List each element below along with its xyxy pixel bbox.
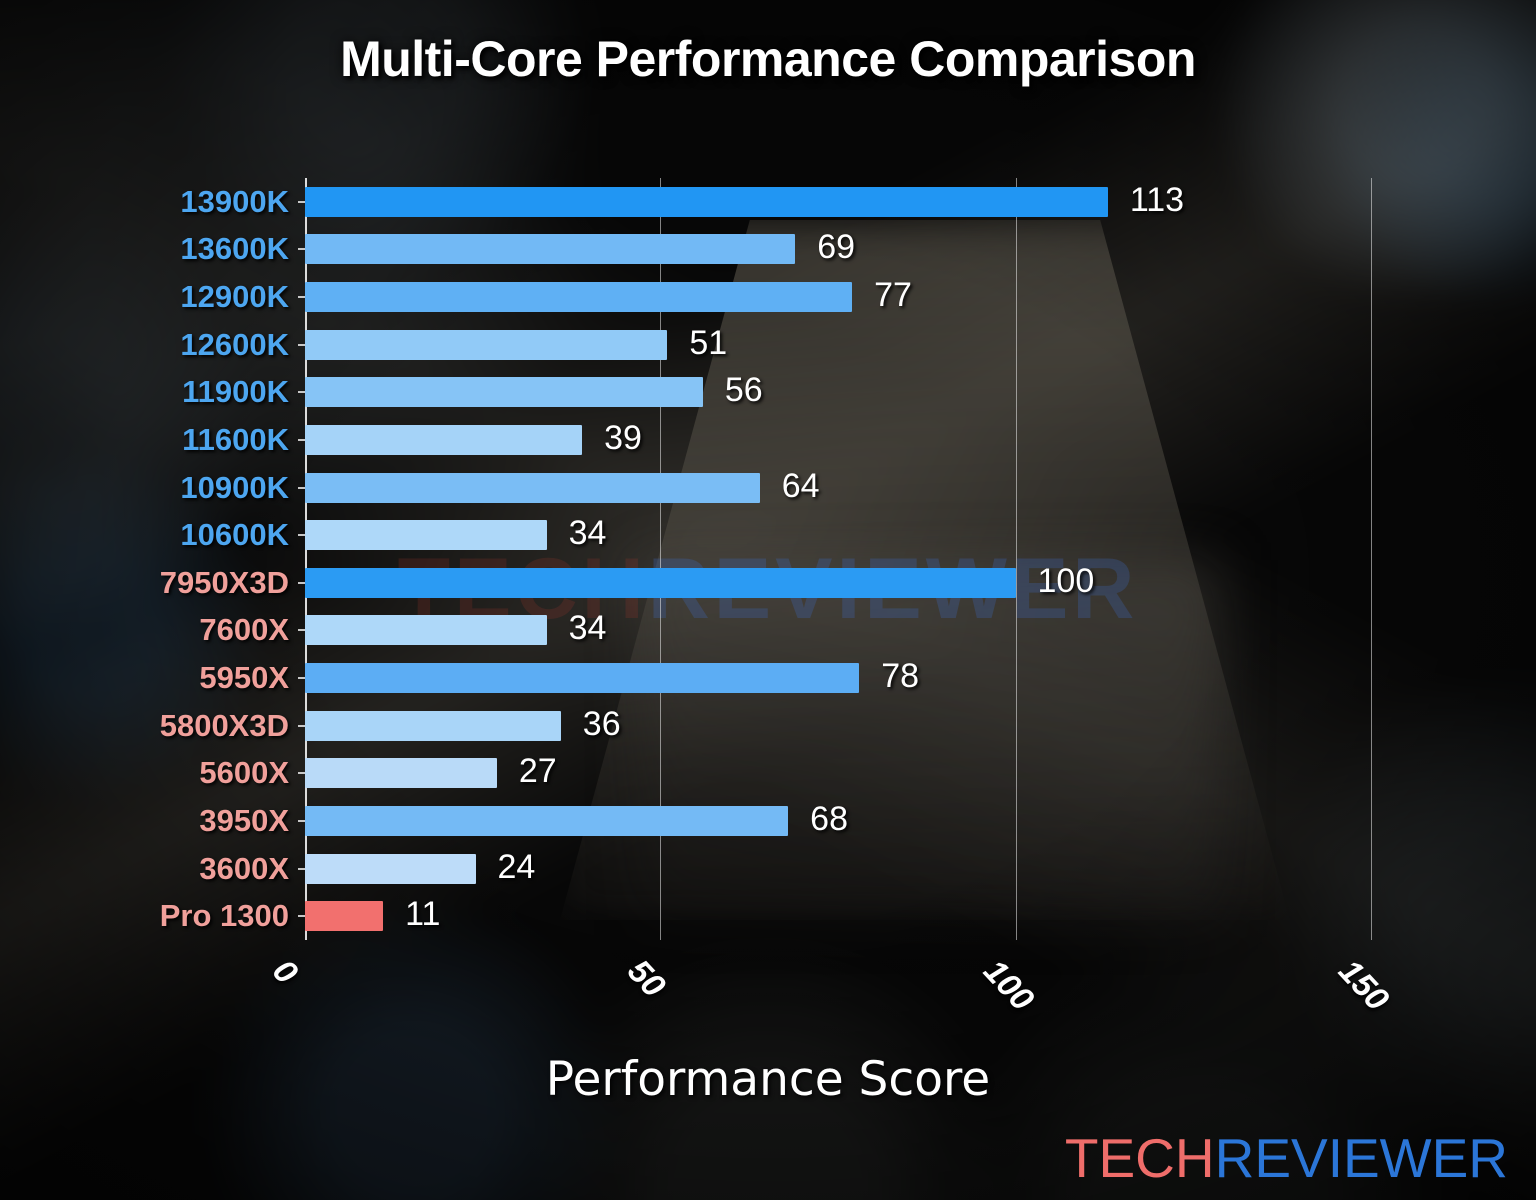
bar-value-label: 51 [689,323,728,362]
bar-row: 3600X 24 [199,845,1520,893]
bar-row: 12600K 51 [180,321,1520,369]
y-axis-tick [298,581,305,584]
bar-value-label: 56 [724,371,763,410]
y-axis-tick [298,915,305,918]
bar-12900k[interactable] [305,282,853,313]
bar-value-label: 34 [568,514,607,553]
bar-value-label: 36 [582,704,621,743]
bar-13600k[interactable] [305,234,796,265]
bar-12600k[interactable] [305,329,668,360]
bar-row: 10900K 64 [180,464,1520,512]
bar-value-label: 64 [781,466,820,505]
category-label-12900k: 12900K [180,279,289,315]
category-label-13600k: 13600K [180,231,289,267]
bar-11600k[interactable] [305,424,583,455]
brand-logo: TECHREVIEWER [1065,1126,1508,1190]
bar-value-label: 69 [817,228,856,267]
category-label-7950x3d: 7950X3D [159,564,289,600]
y-axis-tick [298,343,305,346]
bar-value-label: 27 [518,752,557,791]
bar-row: 5800X3D 36 [160,702,1520,750]
category-label-5800x3d: 5800X3D [159,707,289,743]
bar-value-label: 39 [604,418,642,457]
category-label-3950x: 3950X [199,802,289,838]
bar-row: 3950X 68 [199,797,1520,845]
y-axis-tick [298,724,305,727]
bar-row: 11600K 39 [182,416,1520,464]
bar-row: 12900K 77 [180,273,1520,321]
bar-row: 10600K 34 [180,511,1520,559]
y-axis-tick [298,772,305,775]
bar-value-label: 68 [810,799,848,838]
gridline-100 [1015,178,1017,940]
bar-5950x[interactable] [305,663,860,694]
category-label-11600k: 11600K [182,421,289,457]
bar-13900k[interactable] [305,186,1108,217]
y-axis-tick [298,629,305,632]
bar-value-label: 11 [405,895,441,934]
bar-value-label: 34 [568,609,607,648]
bar-value-label: 100 [1037,561,1095,600]
y-axis-tick [298,867,305,870]
bar-row: 5600X 27 [199,750,1520,798]
bar-3950x[interactable] [305,805,789,836]
bar-row: 7600X 34 [199,607,1520,655]
bar-pro-1300[interactable] [305,901,384,932]
category-label-pro-1300: Pro 1300 [159,898,289,934]
y-axis-spine [305,178,307,940]
y-axis-tick [298,248,305,251]
category-label-10600k: 10600K [180,517,289,553]
y-axis-tick [298,391,305,394]
bar-value-label: 78 [881,657,920,696]
y-axis-tick [298,677,305,680]
bar-value-label: 113 [1129,180,1185,219]
bar-row: 5950X 78 [199,654,1520,702]
y-axis-tick [298,296,305,299]
logo-tech-text: TECH [1064,1127,1215,1189]
bar-row: 13600K 69 [180,226,1520,274]
y-axis-tick [298,200,305,203]
bar-10600k[interactable] [305,520,547,551]
bar-11900k[interactable] [305,377,703,408]
category-label-7600x: 7600X [199,612,289,648]
y-axis-tick [298,486,305,489]
category-label-11900k: 11900K [182,374,289,410]
bar-7950x3d[interactable] [305,567,1016,598]
chart-title: Multi-Core Performance Comparison [340,31,1196,87]
plot-area: 13900K 113 13600K 69 12900K 77 12600K 51 11900K 5… [160,178,1520,940]
y-axis-tick [298,438,305,441]
bar-row: 13900K 113 [180,178,1520,226]
gridline-150 [1370,178,1372,940]
category-label-12600k: 12600K [180,326,289,362]
bar-value-label: 24 [497,847,536,886]
gridline-50 [660,178,662,940]
category-label-10900k: 10900K [180,469,289,505]
category-label-13900k: 13900K [180,183,289,219]
bar-value-label: 77 [874,276,912,315]
bar-10900k[interactable] [305,472,760,503]
bar-5600x[interactable] [305,758,497,789]
category-label-5600x: 5600X [199,755,289,791]
y-axis-tick [298,819,305,822]
bar-row: Pro 1300 11 [160,892,1520,940]
bar-7600x[interactable] [305,615,547,646]
category-label-3600x: 3600X [199,850,289,886]
bar-row: 11900K 56 [182,369,1520,417]
bar-row: 7950X3D 100 [160,559,1520,607]
bar-3600x[interactable] [305,853,476,884]
x-axis-label: Performance Score [545,1052,991,1107]
y-axis-tick [298,534,305,537]
logo-reviewer-text: REVIEWER [1214,1127,1508,1189]
bar-5800x3d[interactable] [305,710,561,741]
category-label-5950x: 5950X [199,660,289,696]
